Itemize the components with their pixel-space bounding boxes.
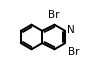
Text: Br: Br — [48, 10, 60, 20]
Text: Br: Br — [68, 47, 79, 57]
Text: N: N — [67, 25, 74, 35]
